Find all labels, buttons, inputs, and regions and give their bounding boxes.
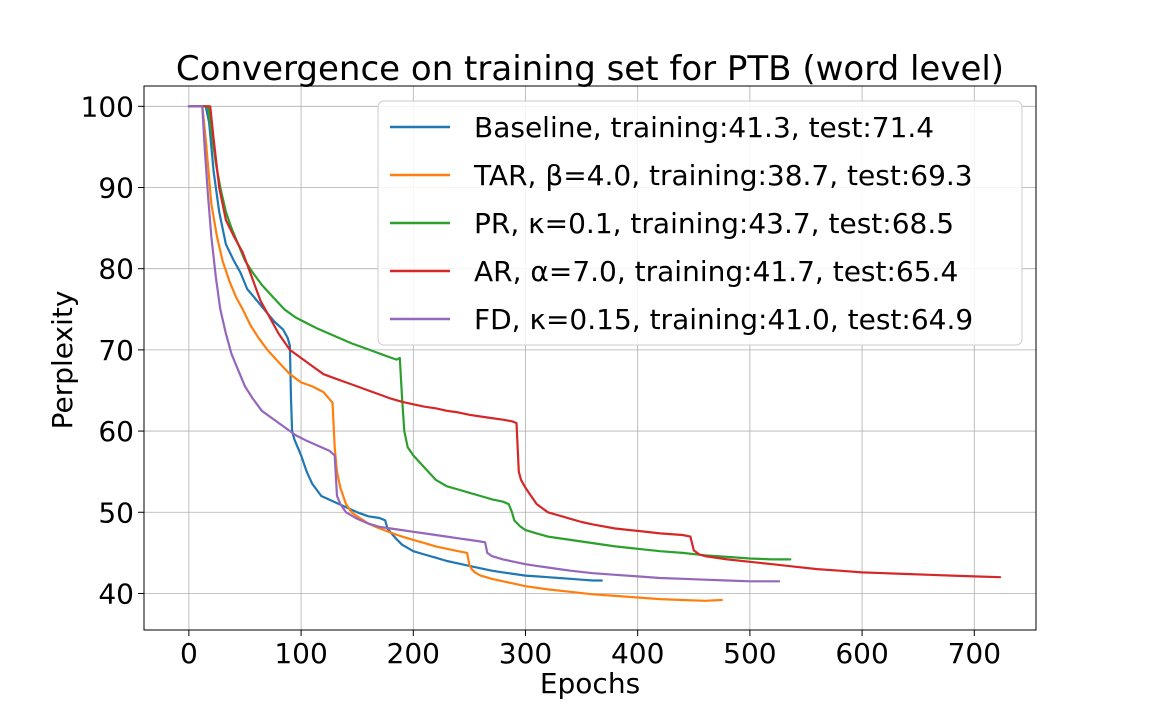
plot-frame [143,85,1037,631]
series-line-1 [187,105,723,602]
x-tick-label: 400 [611,637,664,670]
series-line-4 [187,105,781,583]
axis-ticks: 0 100 200 300 400 500 600 700 40 50 60 70 80 90 100 [81,90,1001,670]
x-tick-label: 0 [180,637,198,670]
legend: Baseline, training:41.3, test:71.4 TAR, β… [377,100,1023,346]
x-tick-label: 200 [387,637,440,670]
x-tick-label: 100 [274,637,327,670]
series-lines [187,105,1002,602]
y-axis-label: Perplexity [46,291,79,430]
legend-label-0: Baseline, training:41.3, test:71.4 [474,111,934,144]
y-tick-label: 70 [98,334,134,367]
legend-label-1: TAR, β=4.0, training:38.7, test:69.3 [473,159,973,192]
y-tick-label: 60 [98,415,134,448]
series-line-0 [187,105,603,582]
series-line-2 [187,105,792,561]
y-tick-label: 90 [98,171,134,204]
x-axis-label: Epochs [540,667,640,700]
y-tick-label: 100 [81,90,134,123]
x-tick-label: 700 [948,637,1001,670]
series-line-3 [187,105,1002,579]
x-tick-label: 500 [723,637,776,670]
x-tick-label: 300 [499,637,552,670]
legend-label-2: PR, κ=0.1, training:43.7, test:68.5 [474,207,954,240]
y-tick-label: 80 [98,253,134,286]
legend-label-3: AR, α=7.0, training:41.7, test:65.4 [474,255,958,288]
y-tick-label: 50 [98,496,134,529]
y-tick-label: 40 [98,577,134,610]
x-tick-label: 600 [835,637,888,670]
legend-box [377,100,1023,346]
legend-label-4: FD, κ=0.15, training:41.0, test:64.9 [474,303,973,336]
chart-title: Convergence on training set for PTB (wor… [176,49,1004,89]
